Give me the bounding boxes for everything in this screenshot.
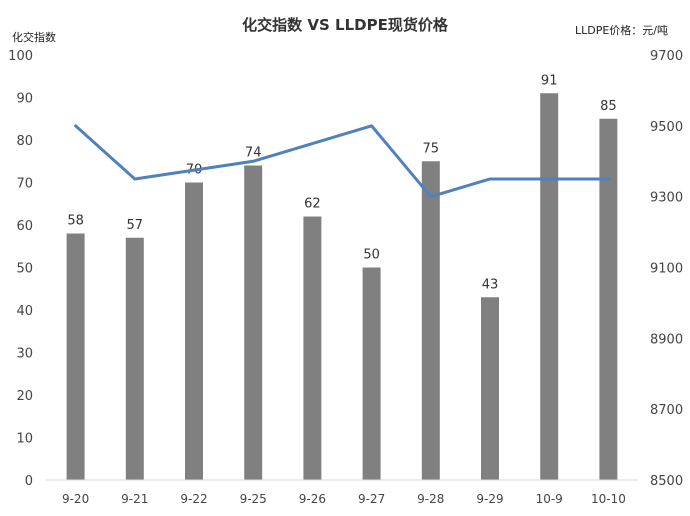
bar-data-label: 85 bbox=[600, 99, 617, 114]
left-tick-label: 40 bbox=[16, 304, 33, 319]
bar bbox=[481, 297, 499, 480]
right-tick-label: 9700 bbox=[650, 49, 683, 64]
x-tick-label: 9-22 bbox=[180, 492, 207, 506]
bar-data-label: 50 bbox=[363, 248, 380, 263]
left-tick-label: 20 bbox=[16, 389, 33, 404]
line-series bbox=[74, 124, 610, 199]
bar-data-label: 62 bbox=[304, 197, 321, 212]
x-tick-label: 9-21 bbox=[121, 492, 148, 506]
bar bbox=[303, 216, 322, 480]
right-tick-label: 9300 bbox=[650, 191, 683, 206]
bar bbox=[244, 165, 263, 480]
bar-data-label: 75 bbox=[423, 141, 440, 156]
right-tick-label: 9500 bbox=[650, 120, 683, 135]
bar bbox=[421, 161, 440, 480]
left-axis-label: 化交指数 bbox=[12, 30, 56, 44]
bar bbox=[185, 182, 203, 480]
x-tick-label: 10-9 bbox=[536, 492, 563, 506]
bar bbox=[540, 93, 559, 480]
left-tick-label: 70 bbox=[16, 177, 33, 192]
left-tick-label: 80 bbox=[16, 134, 33, 149]
left-axis-ticks: 0 10 20 30 40 50 60 70 80 90 100 bbox=[8, 49, 33, 489]
left-tick-label: 50 bbox=[16, 262, 33, 277]
right-tick-label: 8500 bbox=[650, 474, 683, 489]
bar-data-label: 58 bbox=[67, 214, 84, 229]
x-tick-label: 9-29 bbox=[476, 492, 503, 506]
bar bbox=[599, 118, 618, 480]
x-tick-label: 9-20 bbox=[62, 492, 89, 506]
left-tick-label: 90 bbox=[16, 92, 33, 107]
right-tick-label: 9100 bbox=[650, 262, 683, 277]
bar bbox=[66, 233, 85, 480]
left-tick-label: 0 bbox=[25, 474, 33, 489]
right-tick-label: 8700 bbox=[650, 403, 683, 418]
x-tick-label: 9-27 bbox=[358, 492, 385, 506]
right-tick-label: 8900 bbox=[650, 332, 683, 347]
bar bbox=[125, 237, 144, 480]
x-tick-label: 10-10 bbox=[591, 492, 626, 506]
line-path bbox=[74, 124, 610, 199]
bar-data-label: 43 bbox=[482, 277, 499, 292]
bar-data-label: 57 bbox=[127, 218, 144, 233]
bar-data-label: 91 bbox=[541, 73, 558, 88]
x-axis-ticks: 9-20 9-21 9-22 9-25 9-26 9-27 9-28 9-29 10-9 10-1… bbox=[62, 492, 626, 506]
left-tick-label: 100 bbox=[8, 49, 33, 64]
left-tick-label: 10 bbox=[16, 432, 33, 447]
chart-title: 化交指数 VS LLDPE现货价格 bbox=[242, 16, 449, 34]
left-tick-label: 30 bbox=[16, 347, 33, 362]
left-tick-label: 60 bbox=[16, 219, 33, 234]
bar-series bbox=[66, 93, 618, 480]
x-tick-label: 9-28 bbox=[417, 492, 444, 506]
bar-data-label: 74 bbox=[245, 146, 262, 161]
x-tick-label: 9-25 bbox=[240, 492, 267, 506]
right-axis-label: LLDPE价格：元/吨 bbox=[575, 23, 668, 37]
right-axis-ticks: 8500 8700 8900 9100 9300 9500 9700 bbox=[650, 49, 683, 489]
x-tick-label: 9-26 bbox=[299, 492, 326, 506]
bar bbox=[362, 267, 381, 480]
